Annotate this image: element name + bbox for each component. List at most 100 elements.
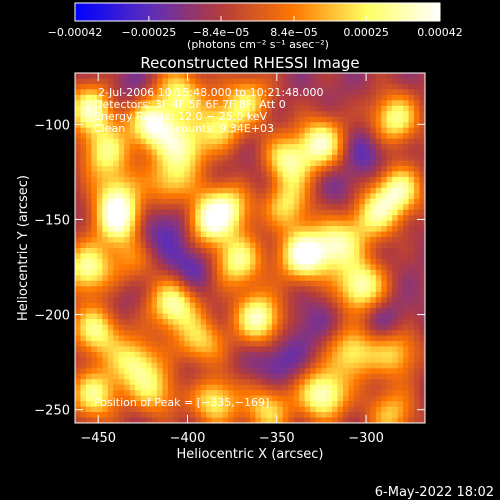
heatmap-cell (140, 187, 147, 194)
heatmap-cell (173, 275, 180, 282)
heatmap-cell (326, 94, 333, 101)
heatmap-cell (206, 313, 213, 320)
heatmap-cell (260, 275, 267, 282)
heatmap-cell (282, 401, 289, 407)
heatmap-cell (250, 275, 256, 282)
heatmap-cell (337, 73, 344, 79)
heatmap-cell (140, 401, 147, 407)
heatmap-cell (113, 248, 120, 254)
heatmap-cell (353, 215, 360, 222)
heatmap-cell (206, 127, 213, 134)
heatmap-cell (364, 417, 371, 424)
heatmap-cell (118, 253, 125, 260)
heatmap-cell (408, 226, 415, 232)
heatmap-cell (397, 78, 404, 85)
heatmap-cell (178, 182, 185, 189)
heatmap-cell (266, 160, 273, 167)
heatmap-cell (260, 122, 267, 129)
heatmap-cell (217, 373, 224, 380)
heatmap-cell (135, 291, 141, 298)
heatmap-cell (167, 176, 174, 183)
heatmap-cell (359, 390, 366, 397)
heatmap-cell (217, 73, 224, 79)
heatmap-cell (299, 198, 306, 205)
heatmap-cell (118, 280, 125, 287)
heatmap-cell (184, 346, 191, 353)
heatmap-cell (167, 171, 174, 178)
heatmap-cell (315, 264, 322, 271)
heatmap-cell (419, 182, 426, 189)
heatmap-cell (342, 204, 349, 211)
heatmap-cell (277, 384, 284, 391)
heatmap-cell (211, 313, 218, 320)
heatmap-cell (195, 83, 202, 90)
heatmap-cell (102, 144, 109, 150)
heatmap-cell (342, 280, 349, 287)
heatmap-cell (162, 297, 169, 304)
heatmap-cell (419, 313, 426, 320)
heatmap-cell (222, 351, 229, 358)
heatmap-cell (277, 209, 284, 216)
heatmap-cell (282, 253, 289, 260)
heatmap-cell (135, 351, 141, 358)
heatmap-cell (255, 226, 262, 232)
heatmap-cell (102, 346, 109, 353)
heatmap-cell (233, 78, 240, 85)
heatmap-cell (206, 340, 213, 347)
heatmap-cell (326, 406, 333, 413)
heatmap-cell (414, 390, 420, 397)
heatmap-cell (408, 313, 415, 320)
heatmap-cell (129, 357, 136, 364)
heatmap-cell (140, 340, 147, 347)
heatmap-cell (146, 94, 152, 101)
heatmap-cell (392, 127, 399, 134)
colorbar-cell (157, 3, 161, 21)
heatmap-cell (75, 417, 81, 424)
heatmap-cell (157, 395, 163, 402)
heatmap-cell (178, 100, 185, 107)
heatmap-cell (233, 319, 240, 325)
heatmap-cell (96, 264, 103, 271)
heatmap-cell (408, 302, 415, 309)
heatmap-cell (315, 308, 322, 314)
heatmap-cell (288, 417, 295, 424)
heatmap-cell (337, 138, 344, 145)
heatmap-cell (118, 198, 125, 205)
heatmap-cell (414, 335, 420, 342)
colorbar-cell (102, 3, 106, 21)
heatmap-cell (370, 291, 377, 298)
colorbar-cell (394, 3, 398, 21)
heatmap-cell (228, 171, 234, 178)
heatmap-cell (332, 105, 338, 112)
heatmap-cell (195, 406, 202, 413)
heatmap-cell (102, 286, 109, 293)
heatmap-cell (228, 160, 234, 167)
heatmap-cell (266, 258, 273, 265)
heatmap-cell (228, 373, 234, 380)
heatmap-cell (217, 406, 224, 413)
heatmap-cell (85, 237, 92, 243)
heatmap-cell (403, 111, 409, 118)
heatmap-cell (239, 122, 245, 129)
heatmap-cell (151, 248, 158, 254)
heatmap-cell (91, 335, 98, 342)
heatmap-cell (364, 258, 371, 265)
heatmap-cell (403, 297, 409, 304)
heatmap-cell (211, 297, 218, 304)
heatmap-cell (107, 264, 114, 271)
heatmap-cell (353, 357, 360, 364)
heatmap-cell (260, 209, 267, 216)
heatmap-cell (151, 237, 158, 243)
heatmap-cell (233, 138, 240, 145)
heatmap-cell (386, 340, 393, 347)
heatmap-cell (266, 116, 273, 123)
heatmap-cell (392, 286, 399, 293)
heatmap-cell (332, 122, 338, 129)
colorbar-tick-label: −0.00025 (122, 26, 177, 39)
heatmap-cell (414, 412, 420, 418)
heatmap-cell (200, 275, 207, 282)
heatmap-cell (85, 417, 92, 424)
heatmap-cell (293, 357, 300, 364)
heatmap-cell (419, 242, 426, 249)
heatmap-cell (206, 198, 213, 205)
